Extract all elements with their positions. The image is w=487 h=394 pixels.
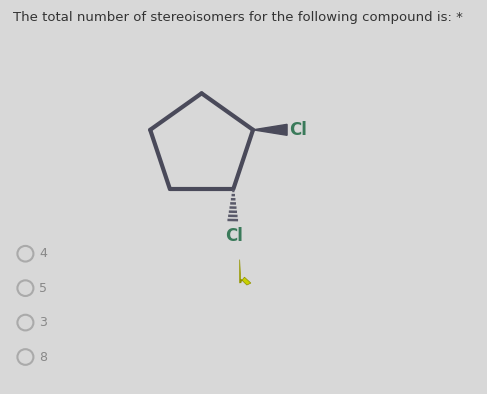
Text: Cl: Cl (289, 121, 306, 139)
Text: 3: 3 (39, 316, 47, 329)
Text: 4: 4 (39, 247, 47, 260)
Text: 5: 5 (39, 282, 47, 295)
Polygon shape (253, 125, 287, 135)
Text: The total number of stereoisomers for the following compound is: *: The total number of stereoisomers for th… (14, 11, 463, 24)
Polygon shape (240, 260, 251, 285)
Text: Cl: Cl (225, 227, 244, 245)
Text: 8: 8 (39, 351, 47, 364)
